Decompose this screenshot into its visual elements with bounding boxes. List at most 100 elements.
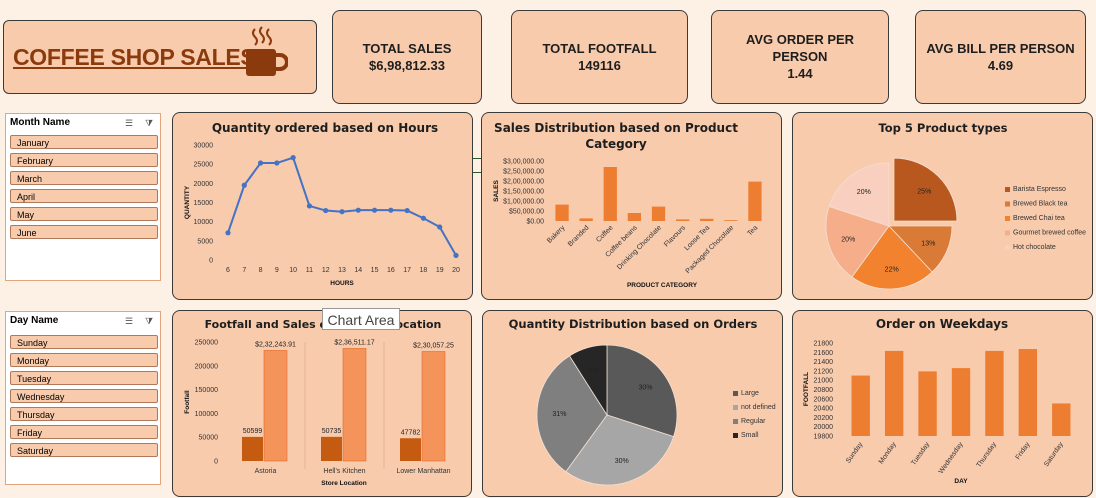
y-tick-label: 20800 [814, 387, 834, 394]
y-tick-label: 15000 [194, 200, 214, 207]
top-products-pie-chart: Top 5 Product types 25% 13% 22% 20% 20% Barist… [825, 121, 1086, 290]
pie-slice [565, 414, 675, 486]
y-tick-label: 0 [209, 258, 213, 265]
y-tick-label: $1,00,000.00 [503, 199, 544, 206]
x-tick-label: 19 [436, 267, 444, 274]
legend-swatch [733, 419, 738, 424]
data-point [371, 207, 378, 213]
kpi-label: AVG ORDER PER PERSON [745, 32, 855, 64]
y-tick-label: 25000 [194, 162, 214, 169]
slicer-item[interactable]: Wednesday [10, 389, 158, 403]
multi-select-icon[interactable]: ☰ [125, 118, 134, 128]
x-tick-label: Astoria [255, 468, 277, 475]
slicer-item[interactable]: February [10, 153, 158, 167]
slice-label: 20% [841, 237, 855, 244]
pie-slice [851, 225, 933, 290]
legend-label: Brewed Black tea [1013, 201, 1068, 208]
kpi-total-footfall: TOTAL FOOTFALL 149116 [511, 10, 688, 104]
multi-select-icon[interactable]: ☰ [125, 316, 134, 326]
x-tick-label: Bakery [546, 224, 567, 245]
kpi-label: TOTAL FOOTFALL [542, 40, 657, 56]
slicer-item[interactable]: January [10, 135, 158, 149]
legend-swatch [733, 391, 738, 396]
y-tick-label: 150000 [195, 387, 218, 394]
y-tick-label: 21200 [814, 368, 834, 375]
day-slicer[interactable]: Day Name ☰ ⧩ Sunday Monday Tuesday Wedne… [5, 311, 161, 485]
x-tick-label: 13 [338, 267, 346, 274]
y-tick-label: 10000 [194, 219, 214, 226]
legend-label: Large [741, 390, 759, 397]
slicer-item[interactable]: May [10, 207, 158, 221]
slicer-header: Month Name [10, 117, 70, 128]
bar-data-label: $2,30,057.25 [413, 342, 454, 349]
data-point [453, 252, 459, 258]
bar [951, 368, 971, 436]
slice-label: 9% [589, 367, 599, 374]
legend-label: Hot chocolate [1013, 244, 1056, 251]
x-tick-label: Hell's Kitchen [323, 468, 365, 475]
slicer-item[interactable]: March [10, 171, 158, 185]
slicer-item[interactable]: Monday [10, 353, 158, 367]
legend-swatch [733, 433, 738, 438]
coffee-cup-icon [246, 26, 288, 76]
y-tick-label: 30000 [194, 143, 214, 150]
y-tick-label: 20400 [814, 406, 834, 413]
orders-pie-chart: Quantity Distribution based on Orders 30%… [509, 317, 776, 486]
pie-slice [606, 344, 678, 438]
y-axis-title: Footfall [184, 390, 191, 414]
bar-data-label: 50599 [243, 428, 263, 435]
slice-label: 13% [921, 241, 935, 248]
chart-store-panel[interactable]: Footfall and Sales over Store Location05… [172, 310, 472, 497]
x-tick-label: 14 [354, 267, 362, 274]
pie-slice [893, 157, 958, 222]
legend-swatch [1005, 201, 1010, 207]
bar [675, 219, 690, 221]
bar [724, 220, 738, 221]
y-tick-label: $2,50,000.00 [503, 169, 544, 176]
legend-swatch [1005, 216, 1010, 221]
x-tick-label: Friday [1015, 441, 1032, 461]
slicer-item[interactable]: Sunday [10, 335, 158, 349]
data-point [241, 182, 247, 188]
slicer-item[interactable]: June [10, 225, 158, 239]
x-tick-label: 12 [322, 267, 330, 274]
bar [851, 375, 870, 436]
data-point [274, 160, 280, 166]
month-slicer[interactable]: Month Name ☰ ⧩ January February March Ap… [5, 113, 161, 281]
bar-data-label: $2,32,243.91 [255, 341, 296, 348]
store-bar-chart: Footfall and Sales over Store Location05… [184, 318, 454, 487]
slicer-item[interactable]: Saturday [10, 443, 158, 457]
x-tick-label: Saturday [1043, 441, 1065, 468]
clear-filter-icon[interactable]: ⧩ [145, 316, 154, 326]
y-tick-label: 19800 [814, 434, 834, 441]
x-tick-label: Tea [746, 224, 759, 237]
x-tick-label: 20 [452, 267, 460, 274]
data-point [290, 155, 296, 161]
slicer-item[interactable]: Friday [10, 425, 158, 439]
x-tick-label: 11 [306, 267, 313, 274]
weekdays-bar-chart: Order on Weekdays 19800 20000 20200 20400 206… [803, 317, 1071, 485]
slicer-item[interactable]: Tuesday [10, 371, 158, 385]
bar [579, 218, 593, 221]
chart-category-panel[interactable]: Sales Distribution based on Product Categ… [481, 112, 782, 300]
legend-label: not defined [741, 404, 776, 411]
chart-hours-panel[interactable]: Quantity ordered based on Hours 0 5000 1000… [172, 112, 473, 300]
y-tick-label: 20000 [814, 424, 834, 431]
y-tick-label: $50,000.00 [509, 209, 544, 216]
slicer-item[interactable]: April [10, 189, 158, 203]
chart-top-products-panel[interactable]: Top 5 Product types 25% 13% 22% 20% 20% Barist… [792, 112, 1093, 300]
kpi-total-sales: TOTAL SALES $6,98,812.33 [332, 10, 482, 104]
y-tick-label: 5000 [197, 238, 213, 245]
kpi-value: 149116 [578, 57, 621, 73]
slicer-item[interactable]: Thursday [10, 407, 158, 421]
chart-orders-panel[interactable]: Quantity Distribution based on Orders 30%… [482, 310, 783, 497]
x-tick-label: 15 [371, 267, 379, 274]
data-point [339, 209, 345, 215]
legend-label: Regular [741, 418, 766, 425]
legend-label: Gourmet brewed coffee [1013, 230, 1086, 237]
y-tick-label: 21800 [814, 341, 834, 348]
clear-filter-icon[interactable]: ⧩ [145, 118, 154, 128]
chart-weekdays-panel[interactable]: Order on Weekdays 19800 20000 20200 20400 206… [792, 310, 1093, 497]
legend-swatch [1005, 230, 1010, 236]
data-point [420, 215, 427, 221]
